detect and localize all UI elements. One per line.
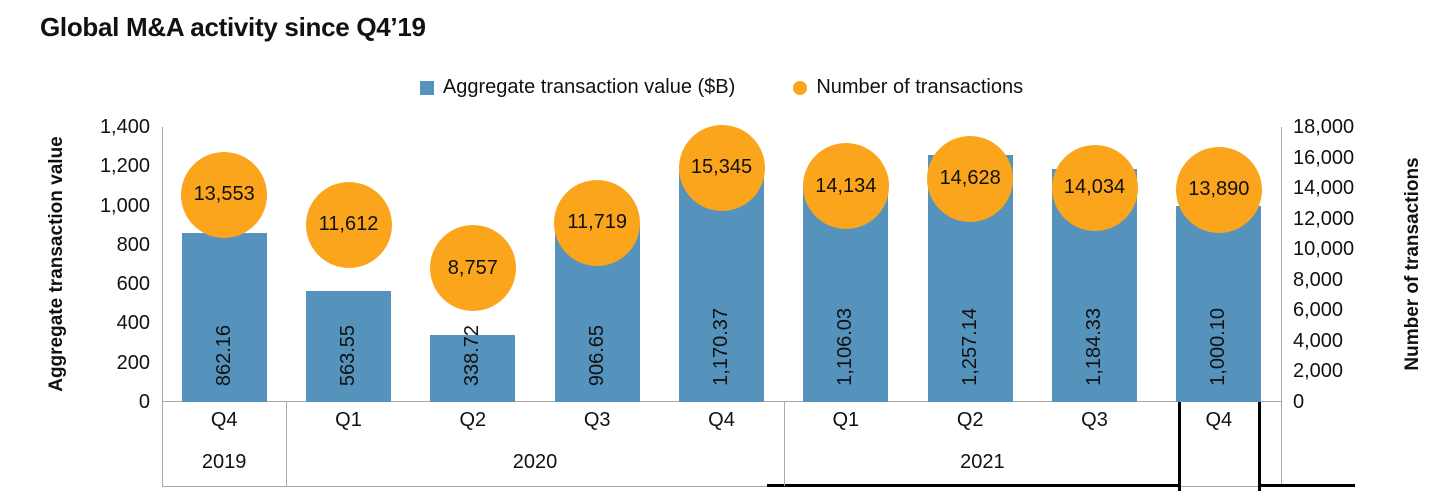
highlight-bracket-underline-right xyxy=(1259,484,1355,487)
bar-value-label: 862.16 xyxy=(212,324,235,386)
bar-value-label: 1,000.10 xyxy=(1207,308,1230,386)
x-axis-year-label: 2020 xyxy=(512,451,558,473)
right-axis-tick-label: 12,000 xyxy=(1293,207,1355,230)
highlight-bracket-underline-left xyxy=(767,484,1181,487)
bar-value-label: 1,257.14 xyxy=(958,308,981,386)
x-axis-quarter-label: Q4 xyxy=(1205,409,1233,431)
right-axis-title: Number of transactions xyxy=(1402,157,1423,371)
right-axis-tick-label: 6,000 xyxy=(1293,299,1344,322)
right-axis-tick-label: 10,000 xyxy=(1293,238,1355,261)
transactions-point: 14,628 xyxy=(927,135,1014,222)
legend-label-bars: Aggregate transaction value ($B) xyxy=(442,76,736,98)
point-series-swatch-icon xyxy=(793,80,808,95)
year-separator-line xyxy=(783,402,785,486)
bar xyxy=(430,335,516,402)
transactions-point: 8,757 xyxy=(429,225,516,312)
bar-value-label: 906.65 xyxy=(585,324,608,386)
left-axis-tick-label: 600 xyxy=(116,273,150,296)
transactions-point: 15,345 xyxy=(678,124,765,211)
bar-value-label: 338.72 xyxy=(461,324,484,386)
chart-title: Global M&A activity since Q4’19 xyxy=(40,12,426,42)
bar-value-label: 1,106.03 xyxy=(834,308,857,386)
bar xyxy=(306,291,391,402)
left-axis-tick-label: 1,400 xyxy=(99,116,150,138)
left-axis-tick-label: 800 xyxy=(116,233,150,256)
right-axis-tick-label: 8,000 xyxy=(1293,268,1344,291)
bar-value-label: 563.55 xyxy=(337,324,359,386)
x-axis-quarter-label: Q1 xyxy=(335,409,362,431)
x-axis-quarter-label: Q2 xyxy=(956,409,984,431)
left-axis-tick-label: 1,000 xyxy=(99,194,150,217)
bar-value-label: 1,184.33 xyxy=(1083,308,1105,386)
x-axis-year-label: 2021 xyxy=(960,451,1005,473)
bar xyxy=(181,232,267,402)
legend-item-points: Number of transactions xyxy=(793,76,1023,99)
x-axis-quarter-label: Q4 xyxy=(210,409,238,431)
left-axis-line xyxy=(162,127,163,486)
x-axis-quarter-label: Q4 xyxy=(708,409,735,431)
right-axis-tick-label: 2,000 xyxy=(1293,360,1344,383)
left-axis-title: Aggregate transaction value xyxy=(46,136,67,392)
left-axis-tick-label: 200 xyxy=(116,351,150,374)
transactions-point: 13,553 xyxy=(181,151,268,238)
left-axis-tick-label: 1,200 xyxy=(99,155,150,178)
x-axis-quarter-label: Q3 xyxy=(1081,409,1108,431)
right-axis-tick-label: 4,000 xyxy=(1293,329,1344,352)
bar-series-swatch-icon xyxy=(419,80,434,95)
right-axis-tick-label: 16,000 xyxy=(1293,146,1355,169)
highlight-bracket-right-line xyxy=(1258,399,1261,491)
transactions-point: 14,034 xyxy=(1051,144,1138,231)
transactions-point: 14,134 xyxy=(802,143,889,230)
transactions-point: 11,719 xyxy=(554,179,641,266)
bar-value-label: 1,170.37 xyxy=(710,308,732,386)
right-axis-tick-label: 14,000 xyxy=(1293,177,1355,200)
left-axis-tick-label: 400 xyxy=(116,312,150,335)
legend-item-bars: Aggregate transaction value ($B) xyxy=(419,76,736,99)
x-axis-year-label: 2019 xyxy=(201,451,247,473)
highlight-bracket-left-line xyxy=(1178,399,1181,491)
right-axis-tick-label: 18,000 xyxy=(1293,116,1355,138)
legend: Aggregate transaction value ($B) Number … xyxy=(162,76,1281,99)
left-axis-tick-label: 0 xyxy=(138,391,150,413)
right-axis-line xyxy=(1281,127,1282,486)
bar xyxy=(1176,205,1262,402)
transactions-point: 11,612 xyxy=(305,181,392,268)
right-axis-tick-label: 0 xyxy=(1293,391,1305,413)
x-axis-quarter-label: Q1 xyxy=(832,409,860,431)
legend-label-points: Number of transactions xyxy=(816,76,1024,98)
x-axis-quarter-label: Q2 xyxy=(459,409,487,431)
label-table-bottom-line xyxy=(162,486,1281,487)
year-separator-line xyxy=(286,402,288,486)
transactions-point: 13,890 xyxy=(1175,146,1262,233)
x-axis-quarter-label: Q3 xyxy=(583,409,611,431)
